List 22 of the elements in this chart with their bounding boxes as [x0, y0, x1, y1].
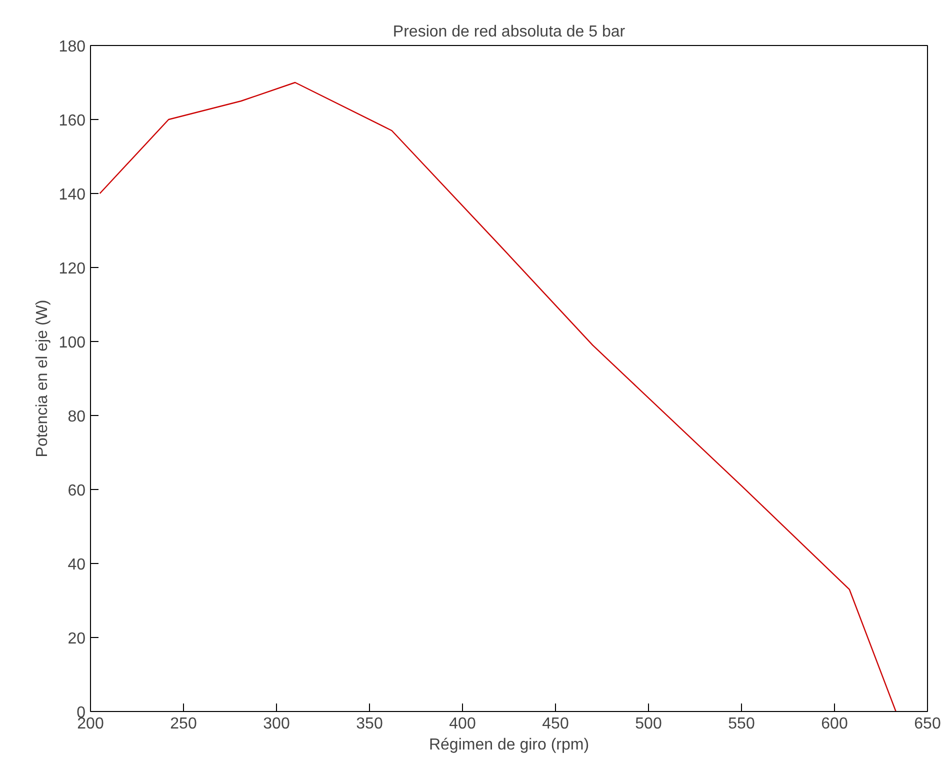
y-tick-label: 140 [58, 186, 86, 204]
x-tick-label: 300 [263, 716, 290, 732]
x-tick-label: 650 [914, 716, 941, 732]
y-tick-label: 20 [68, 630, 86, 648]
x-tick-label: 400 [449, 716, 476, 732]
y-tick-label: 80 [68, 408, 86, 426]
y-axis-title: Potencia en el eje (W) [34, 300, 51, 458]
chart-title: Presion de red absoluta de 5 bar [392, 24, 626, 40]
x-tick-label: 250 [170, 716, 197, 732]
y-tick-label: 160 [58, 112, 86, 130]
x-axis-title: Régimen de giro (rpm) [428, 736, 590, 754]
x-tick-label: 600 [821, 716, 848, 732]
x-tick-label: 500 [635, 716, 662, 732]
y-tick-label: 40 [68, 556, 86, 574]
y-tick-label: 180 [58, 38, 86, 56]
x-tick-label: 450 [542, 716, 569, 732]
line-series [99, 82, 896, 712]
y-tick-label: 100 [58, 334, 86, 352]
y-tick-label: 60 [68, 482, 86, 500]
x-tick-label: 350 [356, 716, 383, 732]
x-tick-label: 550 [728, 716, 755, 732]
y-tick-label: 120 [58, 260, 86, 278]
